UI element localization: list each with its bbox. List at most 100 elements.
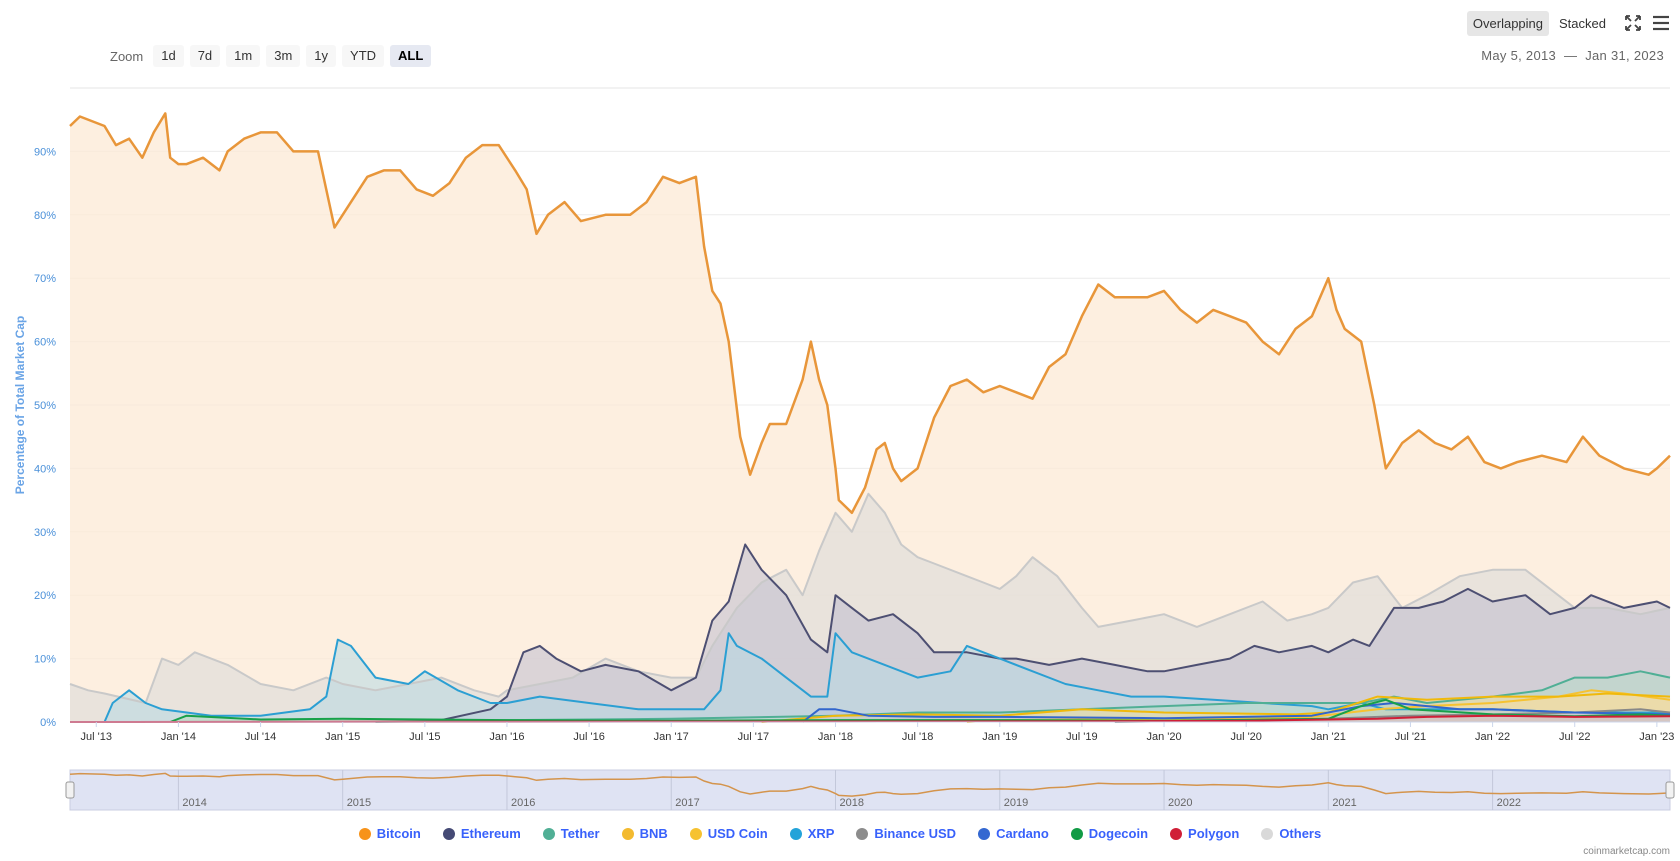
legend-dot-icon bbox=[1261, 827, 1274, 840]
legend-item-binance-usd[interactable]: Binance USD bbox=[856, 826, 956, 841]
navigator-label-2018: 2018 bbox=[840, 797, 864, 809]
overlapping-button[interactable]: Overlapping bbox=[1466, 11, 1550, 36]
legend-item-cardano[interactable]: Cardano bbox=[978, 826, 1049, 841]
y-tick-label-40: 40% bbox=[34, 463, 56, 475]
legend-label: BNB bbox=[639, 826, 668, 841]
x-tick-label-16: Jul '21 bbox=[1395, 731, 1426, 743]
x-tick-label-4: Jul '15 bbox=[409, 731, 440, 743]
legend-label: XRP bbox=[807, 826, 835, 841]
x-tick-label-19: Jan '23 bbox=[1639, 731, 1674, 743]
zoom-7d-button[interactable]: 7d bbox=[189, 45, 221, 67]
legend-label: USD Coin bbox=[707, 826, 768, 841]
series-area-xrp bbox=[104, 633, 1670, 722]
x-tick-label-0: Jul '13 bbox=[81, 731, 112, 743]
x-tick-label-1: Jan '14 bbox=[161, 731, 196, 743]
chart-credit: coinmarketcap.com bbox=[1583, 846, 1670, 857]
y-tick-label-30: 30% bbox=[34, 527, 56, 539]
zoom-ytd-button[interactable]: YTD bbox=[342, 45, 385, 67]
legend-item-polygon[interactable]: Polygon bbox=[1170, 826, 1239, 841]
series-line-ethereum bbox=[441, 543, 1671, 722]
legend-label: Binance USD bbox=[874, 826, 957, 841]
x-tick-label-6: Jul '16 bbox=[573, 731, 604, 743]
legend-item-ethereum[interactable]: Ethereum bbox=[442, 826, 521, 841]
zoom-3m-button[interactable]: 3m bbox=[266, 45, 301, 67]
x-tick-label-10: Jul '18 bbox=[902, 731, 933, 743]
date-range-separator: — bbox=[1563, 48, 1578, 63]
legend-item-usd-coin[interactable]: USD Coin bbox=[689, 826, 768, 841]
zoom-bar: Zoom 1d 7d 1m 3m 1y YTD ALL bbox=[110, 44, 432, 68]
legend-dot-icon bbox=[689, 827, 702, 840]
legend-label: Ethereum bbox=[460, 826, 521, 841]
x-tick-label-14: Jul '20 bbox=[1230, 731, 1261, 743]
x-tick-label-9: Jan '18 bbox=[818, 731, 853, 743]
legend-dot-icon bbox=[1170, 827, 1183, 840]
legend-dot-icon bbox=[542, 827, 555, 840]
navigator-label-2015: 2015 bbox=[347, 797, 371, 809]
navigator-label-2017: 2017 bbox=[675, 797, 699, 809]
legend-dot-icon bbox=[978, 827, 991, 840]
legend-dot-icon bbox=[442, 827, 455, 840]
legend-item-bitcoin[interactable]: Bitcoin bbox=[358, 826, 421, 841]
series-line-bitcoin bbox=[69, 112, 1671, 515]
y-tick-label-50: 50% bbox=[34, 400, 56, 412]
x-tick-label-8: Jul '17 bbox=[738, 731, 769, 743]
legend-item-dogecoin[interactable]: Dogecoin bbox=[1070, 826, 1149, 841]
x-tick-label-2: Jul '14 bbox=[245, 731, 276, 743]
x-tick-label-18: Jul '22 bbox=[1559, 731, 1590, 743]
series-line-xrp bbox=[103, 632, 1670, 723]
legend-label: Polygon bbox=[1188, 826, 1240, 841]
y-tick-label-20: 20% bbox=[34, 590, 56, 602]
navigator-left-handle[interactable] bbox=[65, 781, 75, 799]
stacked-button[interactable]: Stacked bbox=[1559, 16, 1606, 31]
fullscreen-icon[interactable] bbox=[1622, 12, 1644, 34]
legend-item-xrp[interactable]: XRP bbox=[789, 826, 835, 841]
legend-label: Bitcoin bbox=[376, 826, 421, 841]
legend-label: Others bbox=[1279, 826, 1322, 841]
date-range-to: Jan 31, 2023 bbox=[1585, 48, 1664, 63]
series-line-cardano bbox=[801, 702, 1671, 723]
legend-label: Tether bbox=[560, 826, 600, 841]
navigator-selection bbox=[69, 769, 1671, 811]
x-tick-label-13: Jan '20 bbox=[1146, 731, 1181, 743]
y-tick-label-0: 0% bbox=[40, 717, 56, 729]
x-tick-label-5: Jan '16 bbox=[489, 731, 524, 743]
menu-icon[interactable] bbox=[1650, 12, 1672, 34]
x-tick-label-15: Jan '21 bbox=[1311, 731, 1346, 743]
navigator-series-line bbox=[69, 772, 1671, 797]
y-tick-label-60: 60% bbox=[34, 337, 56, 349]
zoom-all-button[interactable]: ALL bbox=[390, 45, 432, 67]
navigator-label-2021: 2021 bbox=[1332, 797, 1356, 809]
x-tick-label-7: Jan '17 bbox=[654, 731, 689, 743]
y-tick-label-90: 90% bbox=[34, 146, 56, 158]
y-tick-label-80: 80% bbox=[34, 210, 56, 222]
date-range[interactable]: May 5, 2013 — Jan 31, 2023 bbox=[1479, 48, 1666, 63]
legend-item-tether[interactable]: Tether bbox=[542, 826, 600, 841]
view-toggle: Overlapping Stacked bbox=[1466, 11, 1612, 36]
navigator-right-handle[interactable] bbox=[1665, 781, 1675, 799]
y-tick-label-10: 10% bbox=[34, 654, 56, 666]
x-tick-label-11: Jan '19 bbox=[982, 731, 1017, 743]
legend-dot-icon bbox=[856, 827, 869, 840]
series-area-bitcoin bbox=[70, 113, 1670, 722]
legend-label: Dogecoin bbox=[1088, 826, 1149, 841]
zoom-label: Zoom bbox=[110, 48, 144, 64]
y-tick-label-70: 70% bbox=[34, 273, 56, 285]
y-axis-title: Percentage of Total Market Cap bbox=[13, 316, 27, 495]
legend-label: Cardano bbox=[996, 826, 1049, 841]
series-line-bnb bbox=[761, 692, 1671, 723]
zoom-1d-button[interactable]: 1d bbox=[153, 45, 184, 67]
navigator-label-2020: 2020 bbox=[1168, 797, 1192, 809]
zoom-1m-button[interactable]: 1m bbox=[226, 45, 261, 67]
legend-dot-icon bbox=[358, 827, 371, 840]
navigator-label-2022: 2022 bbox=[1497, 797, 1521, 809]
legend-dot-icon bbox=[621, 827, 634, 840]
legend-item-bnb[interactable]: BNB bbox=[621, 826, 668, 841]
zoom-1y-button[interactable]: 1y bbox=[306, 45, 337, 67]
navigator-label-2016: 2016 bbox=[511, 797, 535, 809]
legend-item-others[interactable]: Others bbox=[1261, 826, 1321, 841]
series-line-others bbox=[69, 492, 1671, 704]
x-tick-label-12: Jul '19 bbox=[1066, 731, 1097, 743]
series-line-polygon bbox=[69, 714, 1671, 723]
legend-dot-icon bbox=[1070, 827, 1083, 840]
